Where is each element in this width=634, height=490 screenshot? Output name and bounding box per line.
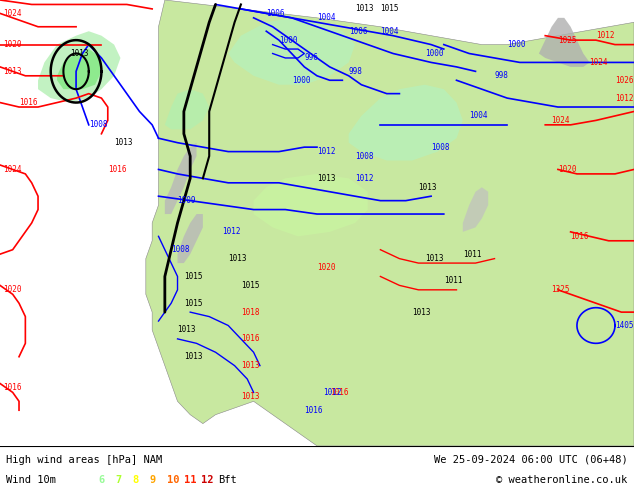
Text: 1016: 1016 (108, 165, 126, 174)
Polygon shape (463, 187, 488, 232)
Text: 1008: 1008 (355, 151, 373, 161)
Text: 998: 998 (495, 72, 508, 80)
Text: 1013: 1013 (425, 254, 443, 263)
Text: 1024: 1024 (590, 58, 608, 67)
Text: 1000: 1000 (507, 40, 526, 49)
Text: 1026: 1026 (615, 76, 633, 85)
Text: High wind areas [hPa] NAM: High wind areas [hPa] NAM (6, 455, 162, 465)
Text: 1018: 1018 (241, 308, 259, 317)
Text: 1012: 1012 (317, 147, 335, 156)
Text: 1024: 1024 (3, 165, 22, 174)
Text: 1004: 1004 (317, 13, 335, 23)
Text: 1000: 1000 (292, 76, 310, 85)
Text: 1012: 1012 (615, 94, 633, 102)
Polygon shape (146, 0, 634, 446)
Text: 8: 8 (133, 475, 139, 485)
Polygon shape (178, 214, 203, 263)
Text: 1325: 1325 (552, 285, 570, 294)
Text: 1006: 1006 (349, 27, 367, 36)
Text: 1000: 1000 (279, 36, 297, 45)
Text: 1012: 1012 (323, 388, 342, 397)
Text: 1012: 1012 (355, 174, 373, 183)
Text: 1004: 1004 (380, 27, 399, 36)
Text: 1020: 1020 (3, 40, 22, 49)
Text: 1024: 1024 (3, 9, 22, 18)
Text: 1013: 1013 (184, 352, 202, 361)
Text: 1016: 1016 (19, 98, 37, 107)
Polygon shape (228, 18, 355, 85)
Text: 1013: 1013 (317, 174, 335, 183)
Text: 1012: 1012 (222, 227, 240, 236)
Polygon shape (165, 143, 197, 214)
Text: 1020: 1020 (3, 285, 22, 294)
Text: 9: 9 (150, 475, 156, 485)
Polygon shape (539, 18, 590, 67)
Text: 1013: 1013 (70, 49, 88, 58)
Text: 1013: 1013 (114, 138, 133, 147)
Text: 1016: 1016 (304, 406, 323, 415)
Text: 1006: 1006 (266, 9, 285, 18)
Text: 1016: 1016 (3, 384, 22, 392)
Text: 1004: 1004 (469, 111, 488, 121)
Text: Bft: Bft (218, 475, 237, 485)
Text: 1405: 1405 (615, 321, 633, 330)
Polygon shape (165, 89, 209, 129)
Text: We 25-09-2024 06:00 UTC (06+48): We 25-09-2024 06:00 UTC (06+48) (434, 455, 628, 465)
Text: 1000: 1000 (425, 49, 443, 58)
Text: 1009: 1009 (178, 196, 196, 205)
Text: 12: 12 (201, 475, 214, 485)
Text: 1012: 1012 (596, 31, 614, 40)
Polygon shape (38, 31, 120, 102)
Text: 1015: 1015 (380, 4, 399, 13)
Text: Wind 10m: Wind 10m (6, 475, 56, 485)
Text: 1013: 1013 (241, 392, 259, 401)
Polygon shape (254, 174, 368, 236)
Text: 1025: 1025 (558, 36, 576, 45)
Text: 1016: 1016 (330, 388, 348, 397)
Text: 1013: 1013 (228, 254, 247, 263)
Text: 1008: 1008 (89, 121, 107, 129)
Text: 10: 10 (167, 475, 179, 485)
Text: 11: 11 (184, 475, 197, 485)
Text: 1013: 1013 (3, 67, 22, 76)
Text: 1020: 1020 (558, 165, 576, 174)
Text: 6: 6 (98, 475, 105, 485)
Text: 1016: 1016 (241, 334, 259, 343)
Text: 1011: 1011 (463, 250, 481, 259)
Text: 1024: 1024 (552, 116, 570, 125)
Text: 1015: 1015 (184, 299, 202, 308)
Text: 1015: 1015 (184, 272, 202, 281)
Text: 1011: 1011 (444, 276, 462, 285)
Text: 1008: 1008 (431, 143, 450, 151)
Text: 7: 7 (115, 475, 122, 485)
Text: 1020: 1020 (317, 263, 335, 272)
Polygon shape (349, 85, 463, 161)
Text: 1008: 1008 (171, 245, 190, 254)
Text: 1013: 1013 (412, 308, 430, 317)
Text: 1013: 1013 (418, 183, 437, 192)
Polygon shape (57, 49, 101, 89)
Text: 1013: 1013 (241, 361, 259, 370)
Text: 1016: 1016 (571, 232, 589, 241)
Text: © weatheronline.co.uk: © weatheronline.co.uk (496, 475, 628, 485)
Text: 1015: 1015 (241, 281, 259, 290)
Text: 996: 996 (304, 53, 318, 62)
Text: 1013: 1013 (355, 4, 373, 13)
Text: 998: 998 (349, 67, 363, 76)
Text: 1013: 1013 (178, 325, 196, 335)
